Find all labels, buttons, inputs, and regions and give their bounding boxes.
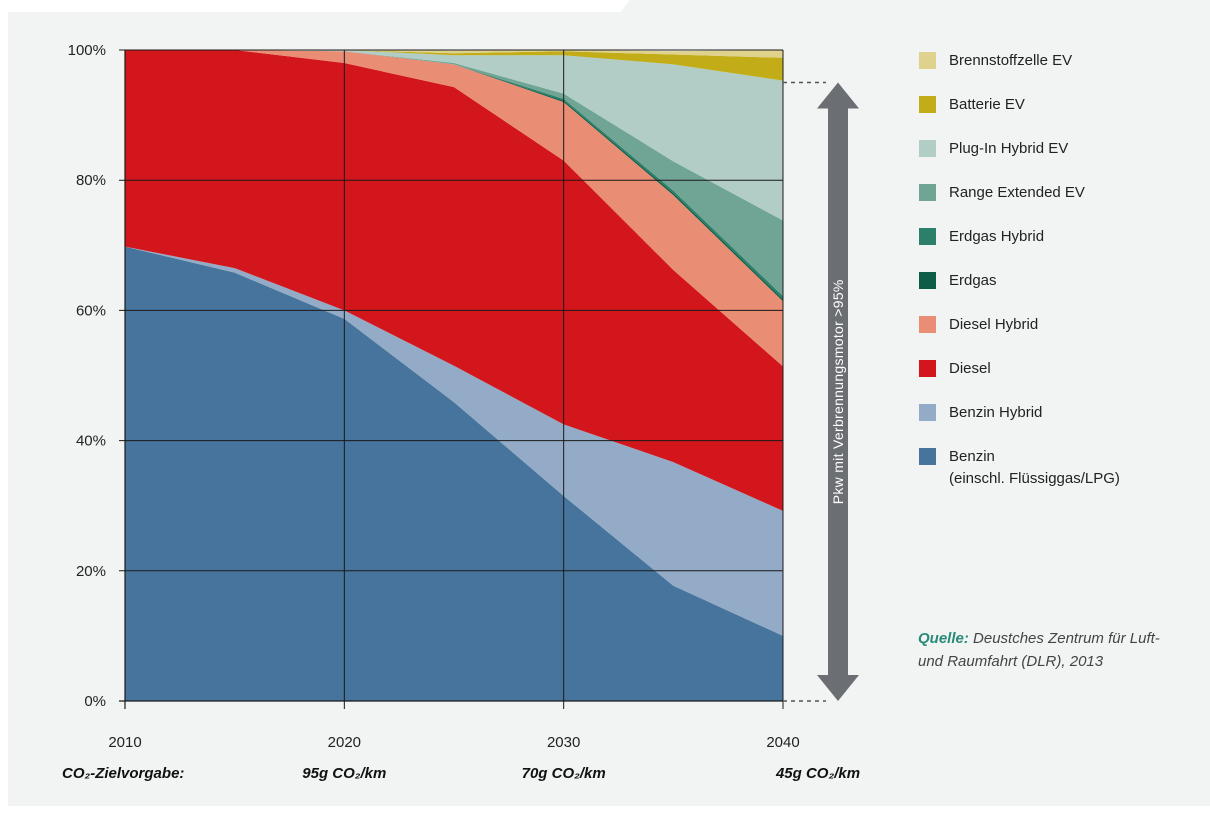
legend-sublabel: (einschl. Flüssiggas/LPG) xyxy=(949,470,1120,487)
y-tick-label: 60% xyxy=(76,302,106,319)
y-tick-label: 40% xyxy=(76,433,106,450)
x-tick-label: 2040 xyxy=(766,734,799,751)
source-label: Quelle: xyxy=(918,630,969,647)
x-tick-label: 2010 xyxy=(108,734,141,751)
legend-label: Range Extended EV xyxy=(949,184,1085,201)
co2-target-value: 45g CO₂/km xyxy=(775,765,860,782)
co2-target-row: CO₂-Zielvorgabe: 95g CO₂/km 70g CO₂/km 45g … xyxy=(62,765,860,782)
source-note: Quelle: Deustches Zentrum für Luft- und … xyxy=(918,627,1188,673)
y-tick-label: 0% xyxy=(84,693,106,710)
y-tick-labels: 0% 20% 40% 60% 80% 100% xyxy=(68,42,106,710)
area-series-group xyxy=(125,50,783,701)
co2-target-label: CO₂-Zielvorgabe: xyxy=(62,765,184,782)
axes xyxy=(119,50,783,709)
grid-lines xyxy=(119,49,784,709)
y-tick-label: 80% xyxy=(76,172,106,189)
area-erdgas xyxy=(125,50,783,302)
source-text: Deustches Zentrum für Luft- und Raumfahr… xyxy=(918,630,1160,670)
co2-target-value: 70g CO₂/km xyxy=(522,765,606,782)
co2-target-value: 95g CO₂/km xyxy=(302,765,386,782)
legend-swatch xyxy=(919,448,936,465)
area-diesel xyxy=(125,50,783,511)
legend-swatch xyxy=(919,140,936,157)
legend: Brennstoffzelle EV Batterie EV Plug-In Hyb… xyxy=(919,52,1120,487)
legend-label: Diesel xyxy=(949,360,991,377)
annotation-label: Pkw mit Verbrennungsmotor >95% xyxy=(830,279,846,504)
legend-label: Erdgas xyxy=(949,272,997,289)
area-benzin xyxy=(125,246,783,701)
top-cutout xyxy=(8,0,630,12)
double-arrow-icon xyxy=(817,82,859,702)
legend-swatch xyxy=(919,272,936,289)
legend-label: Batterie EV xyxy=(949,96,1025,113)
legend-label: Erdgas Hybrid xyxy=(949,228,1044,245)
y-tick-label: 100% xyxy=(68,42,106,59)
legend-label: Brennstoffzelle EV xyxy=(949,52,1072,69)
legend-label: Diesel Hybrid xyxy=(949,316,1038,333)
legend-swatch xyxy=(919,96,936,113)
legend-label: Plug-In Hybrid EV xyxy=(949,140,1068,157)
area-brennstoffzelle-ev xyxy=(125,50,783,58)
area-plug-in-hybrid-ev xyxy=(125,50,783,221)
y-tick-label: 20% xyxy=(76,563,106,580)
area-diesel-hybrid xyxy=(125,50,783,367)
legend-swatch xyxy=(919,404,936,421)
area-batterie-ev xyxy=(125,50,783,81)
area-benzin-hybrid xyxy=(125,246,783,636)
legend-label: Benzin xyxy=(949,448,995,465)
legend-swatch xyxy=(919,52,936,69)
x-tick-labels: 2010 2020 2030 2040 xyxy=(108,734,799,751)
legend-swatch xyxy=(919,228,936,245)
x-tick-label: 2020 xyxy=(328,734,361,751)
x-tick-label: 2030 xyxy=(547,734,580,751)
legend-swatch xyxy=(919,184,936,201)
legend-swatch xyxy=(919,360,936,377)
legend-label: Benzin Hybrid xyxy=(949,404,1042,421)
area-erdgas-hybrid xyxy=(125,50,783,300)
combustion-engine-annotation: Pkw mit Verbrennungsmotor >95% xyxy=(783,81,859,702)
legend-swatch xyxy=(919,316,936,333)
